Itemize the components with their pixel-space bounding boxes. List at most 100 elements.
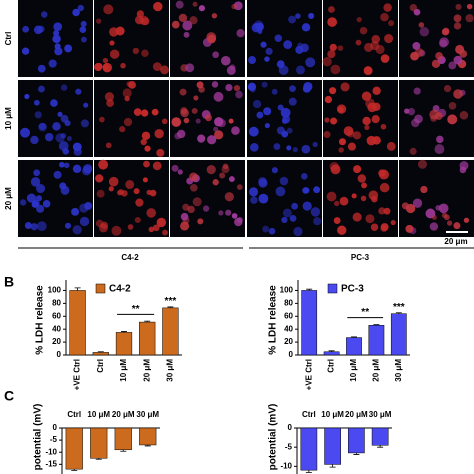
cell: [343, 126, 354, 136]
cell: [277, 104, 284, 111]
cell: [361, 182, 367, 189]
cell: [289, 85, 296, 93]
cell: [111, 225, 122, 236]
cell: [96, 189, 105, 198]
bar: [371, 427, 389, 446]
cell: [333, 217, 341, 224]
cell: [22, 25, 30, 33]
cell: [219, 172, 226, 179]
cell: [365, 214, 375, 224]
cell: [372, 136, 381, 145]
bar: [115, 332, 133, 356]
cell: [388, 20, 395, 27]
cell: [235, 90, 243, 99]
cell: [264, 122, 270, 129]
cell: [431, 215, 437, 221]
error-bar: [144, 320, 151, 323]
cell: [102, 57, 109, 64]
cell: [459, 110, 469, 120]
y-tick-label: 60: [52, 311, 61, 320]
cell: [171, 164, 179, 172]
cell: [274, 34, 283, 43]
error-bar: [144, 444, 151, 447]
bar: [323, 351, 340, 356]
cell: [148, 226, 155, 233]
cell: [48, 59, 57, 68]
cell: [261, 81, 268, 88]
y-tick-label: -10: [45, 447, 57, 456]
cell: [58, 141, 69, 151]
cell: [446, 220, 453, 226]
cell: [99, 116, 105, 123]
cell: [378, 207, 386, 215]
cell: [370, 223, 379, 231]
cell: [72, 8, 80, 17]
cell: [329, 87, 337, 95]
cell: [370, 41, 380, 51]
bar: [139, 427, 157, 446]
cell: [183, 117, 190, 124]
error-bar: [377, 445, 384, 448]
cell: [247, 82, 257, 91]
cell: [368, 190, 379, 201]
cell: [324, 117, 330, 123]
y-tick-label: 20: [52, 337, 61, 346]
bar: [69, 290, 86, 356]
cell: [438, 203, 449, 214]
cell: [156, 148, 165, 157]
legend-swatch: [95, 283, 106, 294]
cell: [196, 81, 204, 89]
cell: [359, 26, 368, 35]
cell: [42, 200, 51, 208]
cell: [64, 222, 72, 229]
cell: [420, 185, 428, 194]
cell: [301, 23, 311, 32]
cell: [33, 99, 40, 106]
cell: [122, 88, 132, 98]
cell: [291, 202, 298, 210]
bar: [300, 427, 318, 471]
cell: [160, 65, 169, 75]
cell: [152, 161, 162, 171]
cell: [466, 3, 473, 10]
y-tick-label: 0: [288, 423, 293, 432]
cell: [378, 169, 389, 180]
cell: [405, 224, 414, 233]
x-tick-label: +VE Ctrl: [73, 359, 82, 390]
cell: [225, 83, 233, 92]
cell: [453, 22, 462, 30]
cell: [412, 198, 423, 208]
y-tick-label: -10: [280, 461, 292, 470]
cell: [273, 143, 281, 150]
cell: [220, 55, 231, 66]
error-bar: [373, 324, 380, 326]
x-tick-label: 30 μM: [369, 410, 392, 419]
cell: [429, 222, 439, 231]
y-axis-label: % LDH release: [268, 285, 279, 355]
cell: [252, 99, 262, 109]
cell: [106, 99, 114, 108]
cell: [360, 195, 367, 202]
bar: [324, 427, 341, 465]
cell: [151, 108, 159, 116]
cell: [337, 45, 344, 51]
cell: [255, 22, 264, 32]
cell: [37, 64, 46, 73]
cell: [313, 217, 322, 226]
cell: [228, 118, 234, 124]
cell: [52, 34, 61, 44]
cell: [351, 193, 357, 199]
x-tick-label: 10 μM: [321, 410, 344, 419]
cell: [79, 26, 87, 34]
cell: [357, 174, 367, 183]
cell: [233, 84, 241, 92]
y-tick-label: 0: [57, 350, 62, 359]
cell: [352, 212, 362, 222]
cell: [401, 202, 409, 210]
cell: [36, 183, 46, 194]
cell: [141, 49, 149, 58]
error-bar: [353, 452, 360, 455]
cell: [288, 97, 297, 106]
cell: [228, 176, 235, 182]
cell: [453, 14, 462, 23]
